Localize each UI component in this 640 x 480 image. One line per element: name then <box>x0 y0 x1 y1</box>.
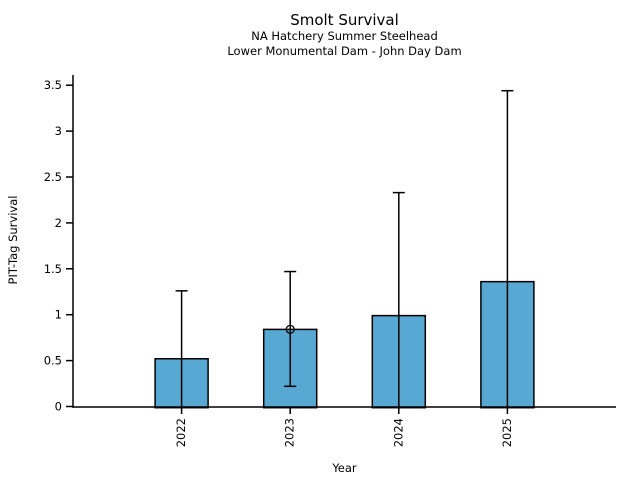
y-tick-label-1: 1 <box>55 308 62 322</box>
chart-subtitle-line1: NA Hatchery Summer Steelhead <box>251 29 438 43</box>
y-tick-label-0: 0 <box>55 400 62 414</box>
x-tick-label-2023: 2023 <box>283 418 297 447</box>
y-tick-label-1.5: 1.5 <box>44 262 62 276</box>
x-tick-label-2024: 2024 <box>391 418 405 447</box>
y-tick-label-3.5: 3.5 <box>44 78 62 92</box>
x-tick-label-2025: 2025 <box>500 418 514 447</box>
x-axis-label: Year <box>332 461 357 475</box>
y-tick-label-2.5: 2.5 <box>44 170 62 184</box>
chart-title: Smolt Survival <box>290 11 399 29</box>
chart-subtitle-line2: Lower Monumental Dam - John Day Dam <box>227 44 462 58</box>
y-tick-label-3: 3 <box>55 124 62 138</box>
y-tick-label-0.5: 0.5 <box>44 354 62 368</box>
x-tick-label-2022: 2022 <box>174 418 188 447</box>
data-point-marker-2023 <box>285 324 295 335</box>
y-tick-label-2: 2 <box>55 216 62 230</box>
